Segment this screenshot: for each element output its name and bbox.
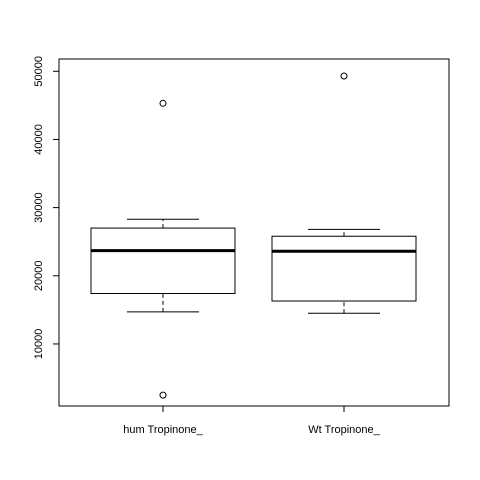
iqr-box <box>271 235 417 302</box>
box-group <box>271 72 417 314</box>
boxes-layer <box>90 72 417 399</box>
outlier-point <box>159 99 167 107</box>
y-tick-label: 50000 <box>33 56 45 87</box>
y-axis: 10000 20000 30000 40000 50000 <box>33 56 60 360</box>
outlier-point <box>340 72 348 80</box>
x-tick-label: hum Tropinone_ <box>123 424 203 436</box>
outlier-point <box>159 391 167 399</box>
y-tick-label: 10000 <box>33 329 45 360</box>
y-tick-label: 20000 <box>33 260 45 291</box>
x-axis: hum Tropinone_ Wt Tropinone_ <box>123 405 381 436</box>
iqr-box <box>90 227 236 295</box>
y-tick-label: 30000 <box>33 192 45 223</box>
x-tick-label: Wt Tropinone_ <box>308 424 380 436</box>
box-group <box>90 99 236 399</box>
y-tick-label: 40000 <box>33 124 45 155</box>
